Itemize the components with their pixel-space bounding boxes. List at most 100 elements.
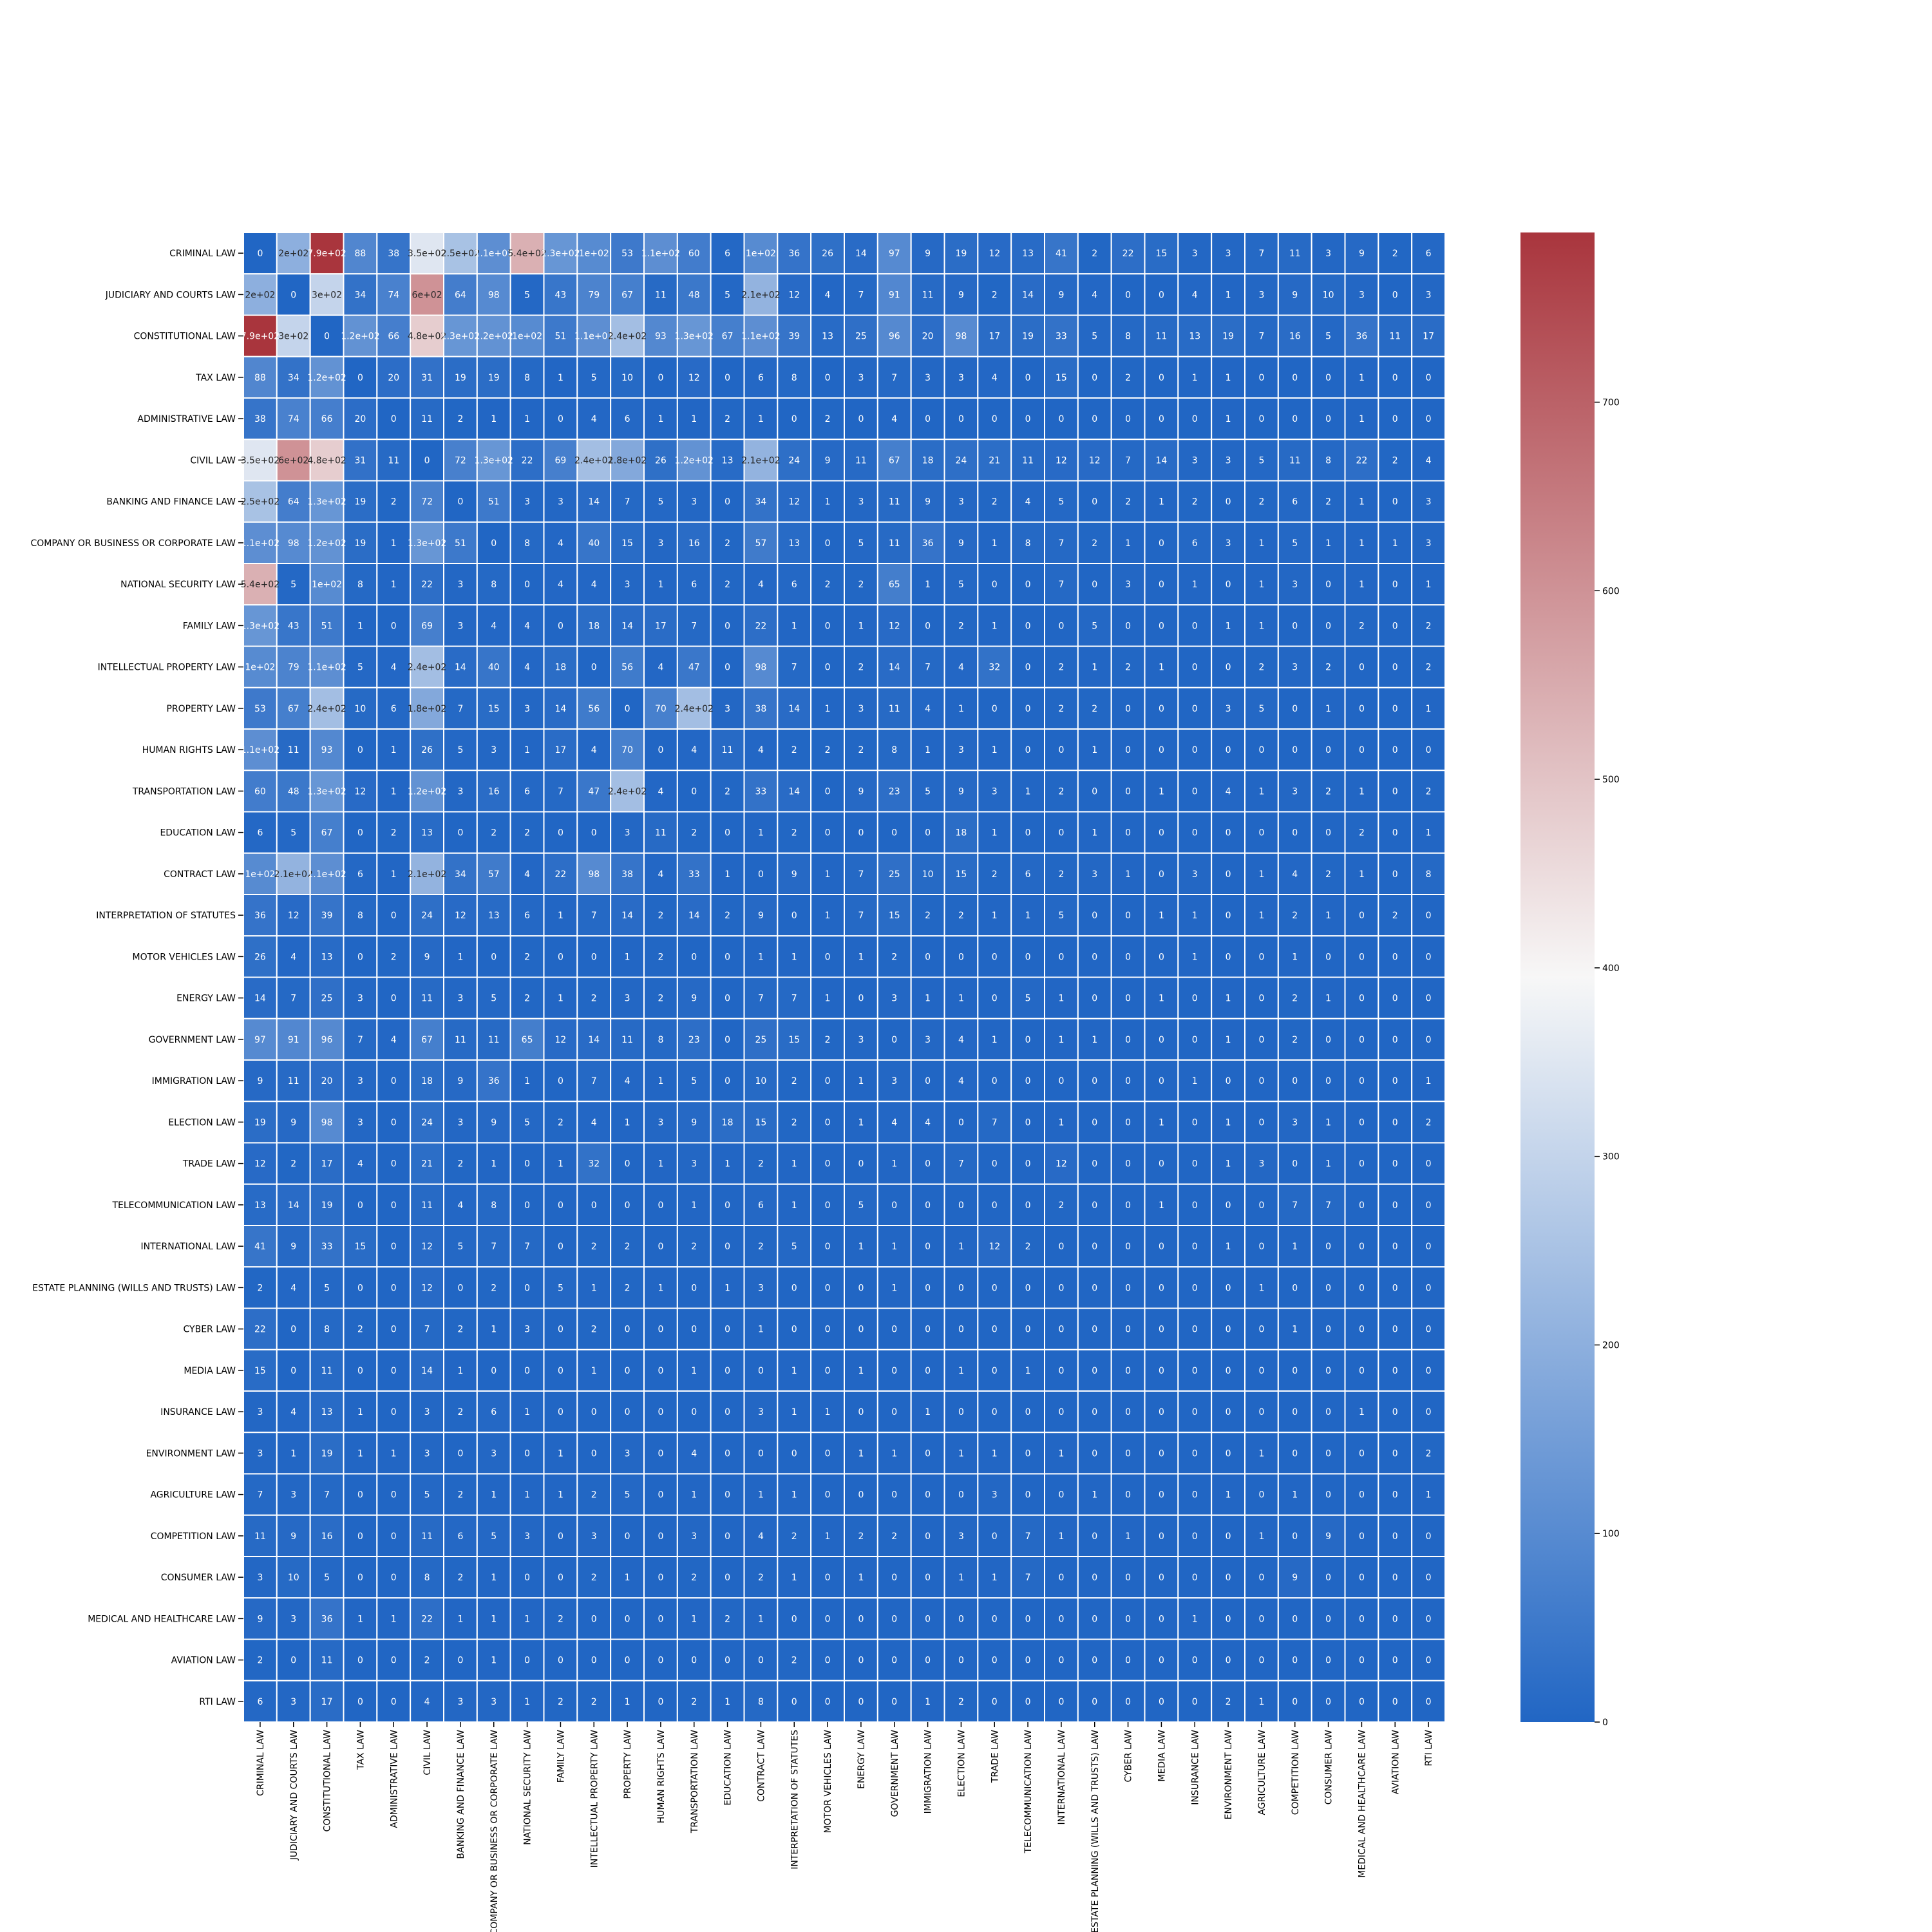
cell-value-label: 20	[388, 373, 399, 383]
cell-value-label: 0	[1258, 1076, 1264, 1086]
heatmap-cell	[1144, 521, 1179, 564]
heatmap-cell	[810, 811, 846, 854]
heatmap-cell	[376, 1059, 412, 1103]
cell-value-label: 0	[1392, 828, 1398, 838]
heatmap-cell	[1177, 521, 1213, 564]
cell-value-label: 3	[524, 1325, 530, 1335]
cell-value-label: 3	[1426, 497, 1432, 507]
heatmap-cell	[576, 728, 612, 772]
y-tick-label: CRIMINAL LAW	[169, 249, 236, 259]
y-tick-label: PROPERTY LAW	[166, 704, 236, 714]
cell-value-label: 8	[357, 911, 363, 921]
heatmap-cell	[543, 811, 578, 854]
cell-value-label: 0	[257, 249, 263, 259]
heatmap-cell	[610, 1183, 645, 1226]
cell-value-label: 5	[591, 373, 597, 383]
x-tick-label: PROPERTY LAW	[623, 1730, 633, 1799]
cell-value-label: 2	[257, 1283, 263, 1293]
cell-value-label: 1	[524, 745, 530, 755]
cell-value-label: 2	[724, 414, 730, 424]
cell-value-label: 5	[1292, 538, 1298, 549]
cell-value-label: 3	[858, 497, 864, 507]
heatmap-cell	[309, 1018, 345, 1061]
cell-value-label: 0	[625, 1200, 630, 1211]
cell-value-label: 0	[1359, 1283, 1365, 1293]
heatmap-cell	[443, 1225, 478, 1268]
cell-value-label: 14	[889, 663, 900, 673]
cell-value-label: 3	[591, 1531, 597, 1542]
cell-value-label: 2	[724, 911, 730, 921]
cell-value-label: 0	[357, 1366, 363, 1376]
cell-value-label: 0	[1392, 1531, 1398, 1542]
cell-value-label: 0	[357, 373, 363, 383]
cell-value-label: 0	[1292, 1283, 1298, 1293]
heatmap-cell	[1077, 1307, 1112, 1350]
heatmap-cell	[1344, 1432, 1379, 1475]
cell-value-label: 1	[1359, 786, 1365, 797]
cell-value-label: 13	[488, 911, 500, 921]
cell-value-label: 0	[1258, 1490, 1264, 1501]
cell-value-label: 0	[1258, 952, 1264, 962]
heatmap-cell	[1077, 232, 1112, 275]
cell-value-label: 0	[1192, 1656, 1198, 1666]
cell-value-label: 1	[1092, 1035, 1097, 1045]
cell-value-label: 0	[825, 1656, 831, 1666]
cell-value-label: 4	[491, 621, 497, 631]
cell-value-label: 34	[455, 869, 466, 880]
cell-value-label: 2	[1092, 538, 1097, 549]
heatmap-cell	[1244, 1142, 1279, 1185]
cell-value-label: 16	[1289, 332, 1301, 342]
cell-value-label: 3	[1325, 249, 1331, 259]
heatmap-cell	[1244, 1018, 1279, 1061]
heatmap-cell	[1344, 852, 1379, 895]
cell-value-label: 1	[791, 1573, 797, 1583]
cell-value-label: 0	[825, 1117, 831, 1128]
cell-value-label: 1	[925, 580, 931, 590]
heatmap-cell	[743, 521, 779, 564]
heatmap-cell	[243, 852, 278, 895]
heatmap-cell	[509, 1473, 545, 1516]
heatmap-cell	[810, 1142, 846, 1185]
heatmap-cell	[643, 232, 678, 275]
heatmap-cell	[1144, 439, 1179, 482]
cell-value-label: 43	[288, 621, 299, 631]
heatmap-cell	[576, 687, 612, 730]
heatmap-cell	[1311, 480, 1346, 523]
heatmap-cell	[410, 1142, 444, 1185]
heatmap-cell	[844, 1680, 878, 1723]
cell-value-label: 0	[1325, 1573, 1331, 1583]
cell-value-label: 0	[1258, 1117, 1264, 1128]
cell-value-label: 0	[1359, 952, 1365, 962]
cell-value-label: 1	[625, 952, 630, 962]
cell-value-label: 0	[825, 1283, 831, 1293]
cell-value-label: 22	[555, 869, 567, 880]
cell-value-label: 0	[1159, 538, 1164, 549]
cell-value-label: 2	[1359, 621, 1365, 631]
cell-value-label: 3	[290, 1490, 296, 1501]
cell-value-label: 0	[1426, 1697, 1432, 1707]
cell-value-label: 67	[722, 332, 734, 342]
cell-value-label: 0	[1359, 1656, 1365, 1666]
cell-value-label: 1	[524, 1614, 530, 1624]
heatmap-cell	[777, 687, 812, 730]
cell-value-label: 3	[491, 1448, 497, 1459]
cell-value-label: 12	[421, 1283, 433, 1293]
cell-value-label: 0	[1426, 1656, 1432, 1666]
cell-value-label: 0	[1426, 1159, 1432, 1170]
heatmap-cell	[1077, 1597, 1112, 1640]
heatmap-cell	[309, 439, 345, 482]
cell-value-label: 0	[391, 1407, 397, 1417]
cell-value-label: 0	[1258, 1200, 1264, 1211]
cell-value-label: 1	[825, 869, 831, 880]
heatmap-cell	[777, 894, 812, 937]
heatmap-cell	[943, 645, 979, 688]
heatmap-cell	[343, 1390, 378, 1434]
cell-value-label: 1	[1226, 621, 1231, 631]
heatmap-cell	[777, 1183, 812, 1226]
cell-value-label: 0	[1392, 1325, 1398, 1335]
cell-value-label: 0	[1359, 911, 1365, 921]
cell-value-label: 0	[724, 1656, 730, 1666]
cell-value-label: 0	[391, 1490, 397, 1501]
cell-value-label: 0	[1325, 1656, 1331, 1666]
heatmap-cell	[443, 1514, 478, 1557]
